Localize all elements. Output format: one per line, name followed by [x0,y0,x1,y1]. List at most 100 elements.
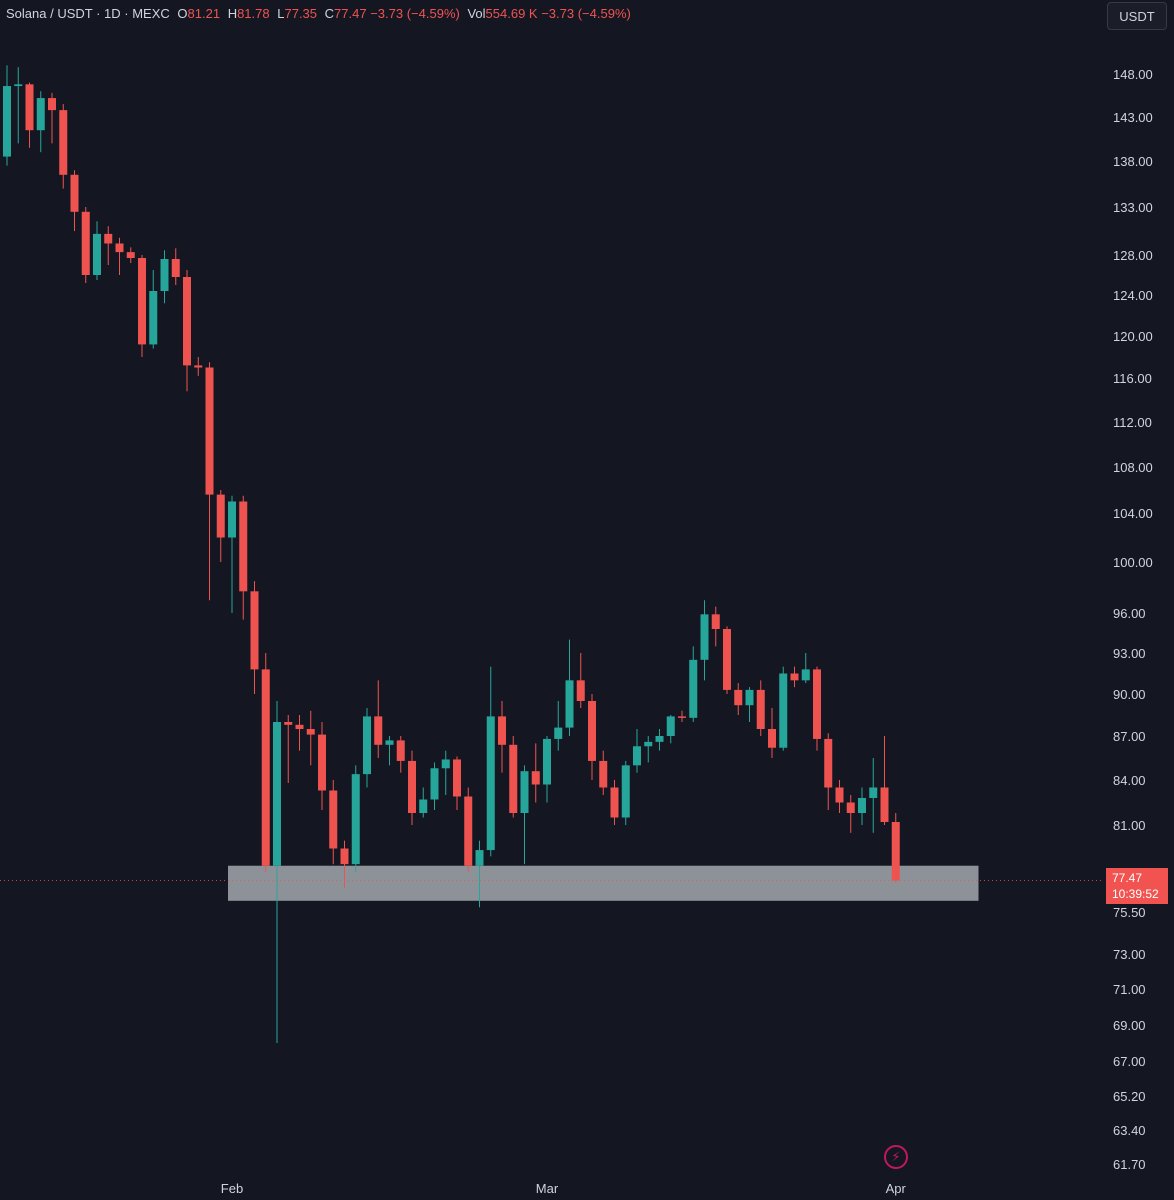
candle-up [385,740,394,745]
candle-down [138,258,146,345]
candle-down [295,724,304,729]
candle-down [374,716,383,745]
price-tick-label: 75.50 [1113,905,1146,920]
volume-change: −3.73 (−4.59%) [541,6,631,21]
candle-down [599,760,608,788]
candle-up [655,736,664,742]
candle-down [453,759,461,797]
candle-down [329,790,338,849]
support-zone [228,865,979,901]
candle-down [205,367,214,495]
candle-up [779,673,788,748]
time-tick-label: Mar [536,1181,559,1196]
candle-up [621,765,630,818]
candle-down [48,98,56,111]
candle-down [588,701,596,761]
candle-down [183,277,191,366]
candle-down [261,669,270,866]
candle-up [869,787,878,798]
price-tick-label: 73.00 [1113,947,1146,962]
candle-up [149,291,158,345]
candle-down [59,110,68,175]
candle-down [723,629,731,690]
price-tick-label: 65.20 [1113,1089,1146,1104]
candle-down [25,84,34,131]
currency-button[interactable]: USDT [1107,2,1167,30]
candles-layer [3,65,900,1043]
candle-up [801,669,810,681]
price-change: −3.73 (−4.59%) [370,6,460,21]
candle-up [633,746,641,766]
candle-up [543,738,551,785]
price-tick-label: 81.00 [1113,818,1146,833]
price-tick-label: 104.00 [1113,506,1153,521]
price-tick-label: 100.00 [1113,555,1153,570]
candle-down [318,734,326,791]
candle-down [239,501,248,592]
close-value: 77.47 [334,6,367,21]
candle-down [171,259,180,277]
price-tick-label: 61.70 [1113,1157,1146,1172]
candle-up [666,716,675,736]
candle-down [576,680,585,701]
candle-down [768,729,776,748]
price-tick-label: 93.00 [1113,646,1146,661]
candle-down [678,716,686,718]
time-axis[interactable]: Feb Mar Apr [221,1181,907,1196]
time-tick-label: Feb [221,1181,243,1196]
price-tick-label: 138.00 [1113,154,1153,169]
support-zone-layer [228,865,979,901]
candle-down [531,771,540,785]
candle-up [644,741,653,747]
price-tick-label: 87.00 [1113,729,1146,744]
candle-down [734,689,743,706]
open-label: O [177,6,188,21]
candle-down [250,591,259,670]
candle-down [340,848,349,865]
candle-down [216,494,225,538]
candle-up [14,84,23,87]
candle-down [70,174,79,212]
price-tick-label: 63.40 [1113,1123,1146,1138]
candle-up [363,716,371,775]
candle-down [509,744,518,813]
candle-up [36,98,45,131]
candle-down [756,689,765,729]
candle-down [813,669,821,739]
price-tick-label: 67.00 [1113,1054,1146,1069]
candle-up [700,614,709,660]
candle-down [790,673,799,681]
price-tick-label: 71.00 [1113,982,1146,997]
price-tick-label: 148.00 [1113,67,1153,82]
candle-down [464,796,473,866]
candle-down [194,365,203,368]
bar-countdown: 10:39:52 [1112,887,1159,901]
volume-value: 554.69 K [485,6,538,21]
price-tick-label: 90.00 [1113,687,1146,702]
price-axis[interactable]: 148.00 143.00 138.00 133.00 128.00 124.00 120.… [1113,67,1153,1172]
candle-up [858,798,866,813]
price-tick-label: 128.00 [1113,248,1153,263]
price-tick-label: 143.00 [1113,110,1153,125]
close-label: C [324,6,335,21]
candle-up [430,768,439,800]
candle-up [273,722,281,866]
candle-up [93,233,101,275]
candle-up [745,689,754,706]
price-tick-label: 133.00 [1113,200,1153,215]
price-tick-label: 116.00 [1113,371,1152,386]
price-tick-label: 120.00 [1113,329,1153,344]
volume-label: Vol [467,6,486,21]
candle-down [284,722,293,725]
lightning-icon[interactable]: ⚡ [884,1145,908,1169]
candle-down [498,716,506,745]
candle-down [306,729,315,735]
candle-down [610,787,619,818]
price-tick-label: 112.00 [1113,415,1152,430]
candle-down [891,822,900,881]
symbol-name[interactable]: Solana / USDT · 1D · MEXC [6,6,170,21]
candle-up [419,799,428,813]
high-value: 81.78 [237,6,270,21]
candle-down [115,243,124,253]
